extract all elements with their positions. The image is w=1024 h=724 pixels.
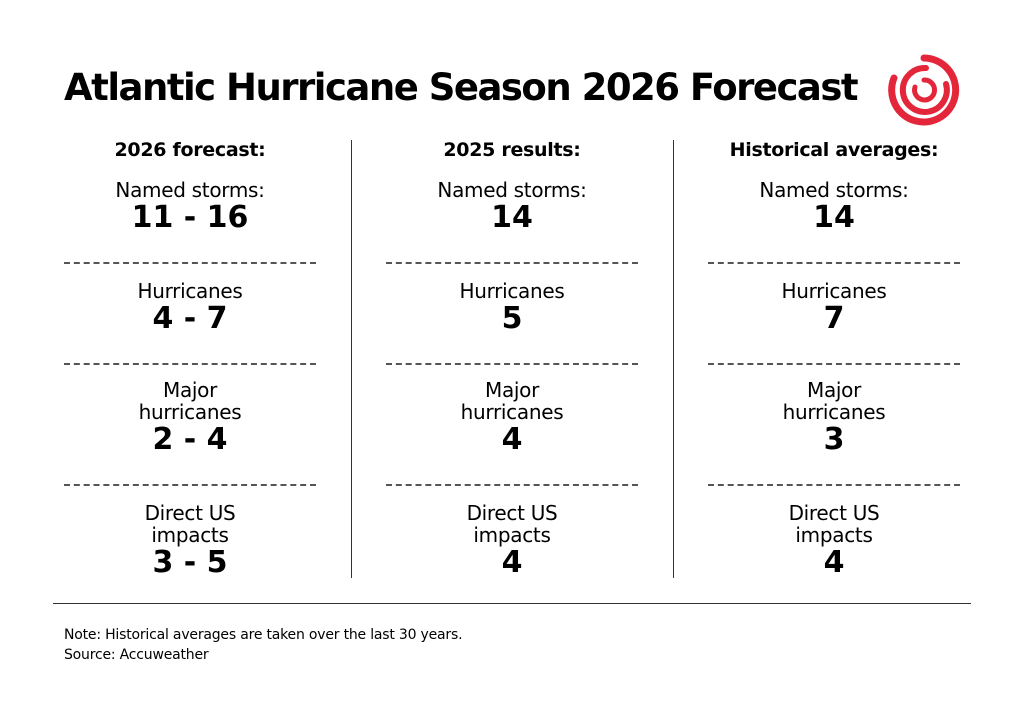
hurricanes-cell: Hurricanes 7	[684, 280, 984, 336]
column-header: 2025 results:	[443, 139, 581, 161]
column-separator	[351, 140, 352, 578]
major-hurricanes-cell: Major hurricanes 2 - 4	[40, 379, 340, 457]
dashed-divider	[64, 262, 316, 264]
dashed-divider	[708, 484, 960, 486]
footnote: Note: Historical averages are taken over…	[64, 627, 463, 643]
direct-us-impacts-label-line2: impacts	[795, 523, 873, 547]
dashed-divider	[708, 262, 960, 264]
major-hurricanes-value: 2 - 4	[152, 422, 228, 457]
direct-us-impacts-cell: Direct US impacts 3 - 5	[40, 502, 340, 580]
direct-us-impacts-value: 4	[823, 545, 845, 580]
footer-divider	[53, 603, 971, 604]
direct-us-impacts-label-line1: Direct US	[144, 501, 236, 525]
hurricanes-value: 7	[823, 301, 845, 336]
hurricanes-label: Hurricanes	[459, 279, 565, 303]
direct-us-impacts-cell: Direct US impacts 4	[362, 502, 662, 580]
dashed-divider	[386, 484, 638, 486]
direct-us-impacts-label-line2: impacts	[151, 523, 229, 547]
named-storms-label: Named storms:	[115, 178, 265, 202]
major-hurricanes-label-line2: hurricanes	[782, 400, 886, 424]
major-hurricanes-label-line2: hurricanes	[460, 400, 564, 424]
named-storms-value: 11 - 16	[131, 200, 249, 235]
direct-us-impacts-value: 3 - 5	[152, 545, 228, 580]
direct-us-impacts-label-line1: Direct US	[788, 501, 880, 525]
major-hurricanes-label-line2: hurricanes	[138, 400, 242, 424]
major-hurricanes-label-line1: Major	[484, 378, 540, 402]
hurricanes-cell: Hurricanes 5	[362, 280, 662, 336]
page-title: Atlantic Hurricane Season 2026 Forecast	[64, 66, 859, 109]
dashed-divider	[708, 363, 960, 365]
dashed-divider	[64, 484, 316, 486]
column-header: 2026 forecast:	[114, 139, 266, 161]
dashed-divider	[386, 262, 638, 264]
named-storms-cell: Named storms: 14	[684, 179, 984, 235]
hurricanes-label: Hurricanes	[781, 279, 887, 303]
hurricanes-label: Hurricanes	[137, 279, 243, 303]
named-storms-cell: Named storms: 11 - 16	[40, 179, 340, 235]
hurricane-logo-icon	[888, 54, 960, 126]
hurricanes-value: 4 - 7	[152, 301, 228, 336]
hurricanes-value: 5	[501, 301, 523, 336]
major-hurricanes-value: 3	[823, 422, 845, 457]
dashed-divider	[64, 363, 316, 365]
named-storms-value: 14	[491, 200, 533, 235]
column-2025-results: 2025 results: Named storms: 14 Hurricane…	[362, 134, 662, 580]
major-hurricanes-label-line1: Major	[162, 378, 218, 402]
direct-us-impacts-label-line2: impacts	[473, 523, 551, 547]
dashed-divider	[386, 363, 638, 365]
column-header: Historical averages:	[729, 139, 939, 161]
major-hurricanes-value: 4	[501, 422, 523, 457]
column-2026-forecast: 2026 forecast: Named storms: 11 - 16 Hur…	[40, 134, 340, 580]
column-separator	[673, 140, 674, 578]
named-storms-cell: Named storms: 14	[362, 179, 662, 235]
named-storms-value: 14	[813, 200, 855, 235]
column-historical-averages: Historical averages: Named storms: 14 Hu…	[684, 134, 984, 580]
direct-us-impacts-value: 4	[501, 545, 523, 580]
named-storms-label: Named storms:	[437, 178, 587, 202]
hurricanes-cell: Hurricanes 4 - 7	[40, 280, 340, 336]
major-hurricanes-label-line1: Major	[806, 378, 862, 402]
major-hurricanes-cell: Major hurricanes 4	[362, 379, 662, 457]
direct-us-impacts-cell: Direct US impacts 4	[684, 502, 984, 580]
major-hurricanes-cell: Major hurricanes 3	[684, 379, 984, 457]
direct-us-impacts-label-line1: Direct US	[466, 501, 558, 525]
named-storms-label: Named storms:	[759, 178, 909, 202]
source-credit: Source: Accuweather	[64, 647, 209, 663]
